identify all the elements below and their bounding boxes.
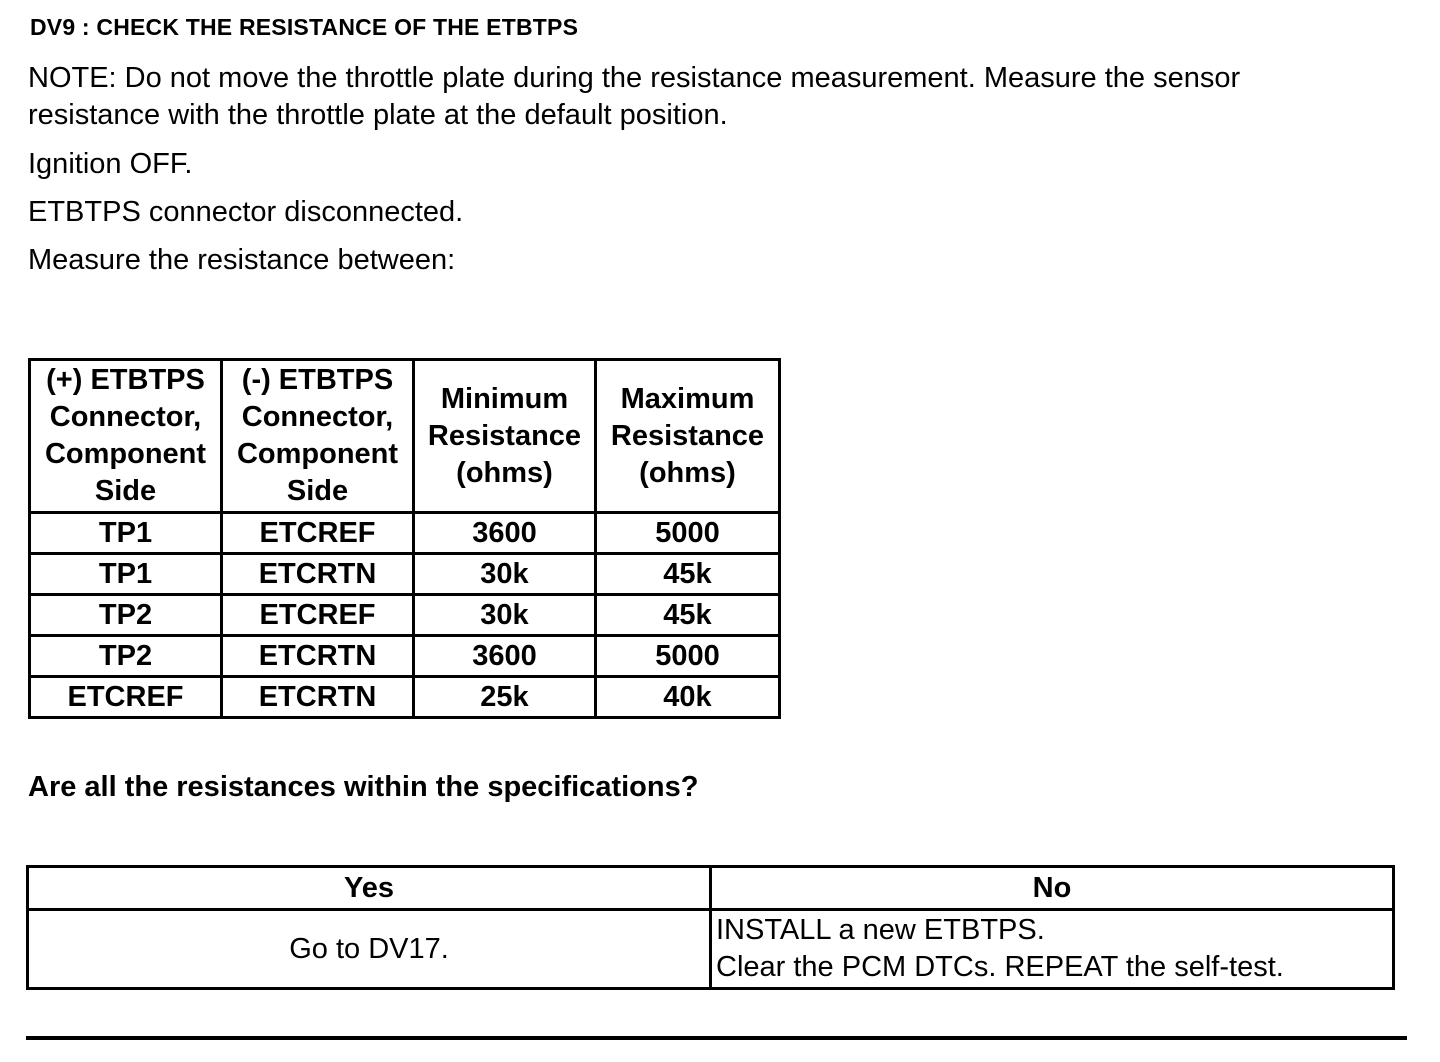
step-title: DV9 : CHECK THE RESISTANCE OF THE ETBTPS: [30, 14, 579, 40]
table-cell: ETCREF: [220, 511, 415, 555]
header-negative-connector: (-) ETBTPS Connector, Component Side: [220, 358, 415, 514]
table-cell: 25k: [412, 675, 597, 719]
header-line: Side: [286, 475, 349, 507]
table-row: TP2 ETCREF 30k 45k: [28, 593, 781, 637]
table-cell: ETCRTN: [220, 634, 415, 678]
yes-header: Yes: [26, 865, 712, 911]
table-cell: ETCREF: [220, 593, 415, 637]
table-cell: 45k: [594, 593, 781, 637]
header-line: Connector,: [49, 401, 202, 433]
header-line: (ohms): [639, 456, 736, 489]
resistance-spec-table: (+) ETBTPS Connector, Component Side (-)…: [28, 358, 781, 719]
header-line: Component: [44, 438, 207, 470]
table-cell: 40k: [594, 675, 781, 719]
table-cell: TP1: [28, 511, 223, 555]
table-cell: 5000: [594, 634, 781, 678]
note-text: NOTE: Do not move the throttle plate dur…: [28, 62, 1241, 131]
question-text: Are all the resistances within the speci…: [28, 771, 699, 803]
table-cell: ETCRTN: [220, 675, 415, 719]
header-line: Side: [94, 475, 157, 507]
table-row: TP1 ETCREF 3600 5000: [28, 511, 781, 555]
table-cell: ETCRTN: [220, 552, 415, 596]
header-line: Maximum: [620, 382, 755, 415]
table-cell: 45k: [594, 552, 781, 596]
table-cell: 3600: [412, 511, 597, 555]
header-positive-connector: (+) ETBTPS Connector, Component Side: [28, 358, 223, 514]
header-line: Resistance: [427, 419, 582, 452]
table-cell: TP2: [28, 634, 223, 678]
step-ignition: Ignition OFF.: [28, 148, 193, 180]
table-cell: TP1: [28, 552, 223, 596]
no-action-line: INSTALL a new ETBTPS.: [716, 914, 1045, 946]
table-cell: 30k: [412, 552, 597, 596]
table-header-row: (+) ETBTPS Connector, Component Side (-)…: [28, 358, 781, 514]
no-header: No: [709, 865, 1395, 911]
header-line: (ohms): [456, 456, 553, 489]
no-action: INSTALL a new ETBTPS. Clear the PCM DTCs…: [709, 908, 1395, 990]
result-action-row: Go to DV17. INSTALL a new ETBTPS. Clear …: [26, 908, 1395, 990]
header-line: Minimum: [440, 382, 569, 415]
header-minimum-resistance: Minimum Resistance (ohms): [412, 358, 597, 514]
step-connector: ETBTPS connector disconnected.: [28, 196, 464, 228]
header-line: Connector,: [241, 401, 394, 433]
header-line: Resistance: [610, 419, 765, 452]
table-row: TP1 ETCRTN 30k 45k: [28, 552, 781, 596]
table-cell: 30k: [412, 593, 597, 637]
header-line: (-) ETBTPS: [241, 364, 394, 396]
no-action-line: Clear the PCM DTCs. REPEAT the self-test…: [716, 951, 1284, 983]
step-measure: Measure the resistance between:: [28, 244, 456, 276]
table-cell: 3600: [412, 634, 597, 678]
table-cell: 5000: [594, 511, 781, 555]
result-header-row: Yes No: [26, 865, 1395, 911]
bottom-divider: [26, 1036, 1407, 1040]
result-table: Yes No Go to DV17. INSTALL a new ETBTPS.…: [26, 865, 1395, 990]
header-line: Component: [236, 438, 399, 470]
yes-action: Go to DV17.: [26, 908, 712, 990]
table-cell: TP2: [28, 593, 223, 637]
table-row: TP2 ETCRTN 3600 5000: [28, 634, 781, 678]
header-line: (+) ETBTPS: [46, 364, 205, 396]
table-cell: ETCREF: [28, 675, 223, 719]
table-row: ETCREF ETCRTN 25k 40k: [28, 675, 781, 719]
header-maximum-resistance: Maximum Resistance (ohms): [594, 358, 781, 514]
